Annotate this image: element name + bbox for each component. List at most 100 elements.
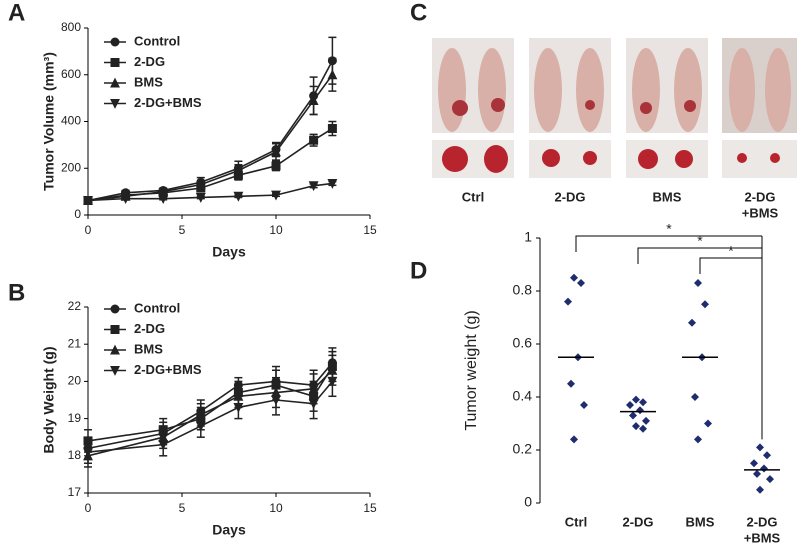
point — [233, 191, 244, 202]
point — [233, 402, 244, 413]
series-line — [87, 60, 334, 202]
point — [753, 469, 761, 478]
significance-label: * — [697, 233, 703, 249]
significance-bracket — [637, 247, 762, 264]
point — [564, 297, 572, 306]
legend-marker — [110, 77, 120, 88]
panel-label: D — [410, 257, 427, 284]
x-tick-label: 5 — [179, 223, 186, 237]
point — [233, 165, 244, 176]
legend-marker — [110, 37, 120, 47]
mouse — [632, 48, 660, 132]
point — [760, 464, 768, 473]
point — [158, 194, 169, 205]
point — [580, 400, 588, 409]
y-tick-label: 600 — [61, 67, 81, 81]
y-tick-label: 21 — [68, 336, 82, 350]
y-tick-label: 0.6 — [513, 335, 533, 351]
point — [756, 485, 764, 494]
legend-label: Control — [134, 33, 180, 48]
point — [83, 447, 93, 458]
legend-label: 2-DG+BMS — [134, 95, 202, 110]
panel-label: A — [8, 0, 25, 26]
y-tick-label: 17 — [68, 485, 82, 499]
y-axis-label: Body Weight (g) — [41, 346, 57, 453]
point — [309, 135, 319, 145]
point — [756, 443, 764, 452]
y-tick-label: 0.8 — [513, 282, 533, 298]
mouse — [765, 48, 791, 132]
x-axis-label: Days — [212, 522, 246, 538]
legend-label: Control — [134, 300, 180, 315]
point — [642, 416, 650, 425]
legend-marker — [110, 366, 120, 376]
x-tick-label: 10 — [269, 501, 283, 515]
y-tick-label: 0 — [74, 207, 81, 221]
x-axis-label: Days — [212, 244, 246, 260]
mouse — [438, 48, 466, 132]
significance-bracket — [699, 257, 762, 274]
point — [271, 190, 281, 201]
point — [704, 419, 712, 428]
point — [327, 376, 338, 387]
mouse — [534, 48, 562, 132]
point — [639, 398, 647, 407]
point — [327, 178, 338, 189]
legend-marker — [110, 304, 120, 314]
significance-label: * — [666, 221, 672, 237]
point — [308, 181, 319, 192]
y-tick-label: 1 — [524, 229, 532, 245]
y-axis-label: Tumor weight (g) — [463, 310, 480, 430]
point — [766, 475, 774, 484]
legend-label: 2-DG — [134, 54, 165, 69]
point — [327, 69, 338, 80]
panel-label: B — [8, 279, 25, 306]
photo-tumors — [529, 140, 611, 178]
x-tick-label: 0 — [85, 223, 92, 237]
point — [750, 459, 758, 468]
y-tick-label: 800 — [61, 20, 81, 34]
series-line — [87, 74, 334, 202]
point — [629, 411, 637, 420]
y-tick-label: 400 — [61, 114, 81, 128]
point — [308, 399, 319, 410]
point — [570, 273, 578, 282]
point — [763, 451, 771, 460]
point — [626, 400, 634, 409]
legend-label: 2-DG — [134, 321, 165, 336]
mouse — [576, 48, 604, 132]
significance-bracket — [575, 235, 762, 252]
legend-label: BMS — [134, 74, 163, 89]
x-tick-label: 0 — [85, 501, 92, 515]
x-tick-label: 5 — [179, 501, 186, 515]
group-label: BMS — [653, 189, 682, 204]
point — [308, 95, 319, 105]
point — [577, 279, 585, 288]
point — [636, 406, 644, 415]
x-tick-label: 15 — [363, 223, 377, 237]
y-tick-label: 200 — [61, 160, 81, 174]
mouse — [478, 48, 506, 132]
legend-marker — [110, 325, 120, 334]
point — [158, 440, 169, 451]
y-tick-label: 19 — [68, 411, 82, 425]
photo-tumors — [722, 140, 797, 178]
point — [158, 186, 169, 197]
point — [632, 422, 640, 431]
point — [271, 146, 281, 157]
x-tick-label: 2-DG — [746, 514, 777, 529]
y-tick-label: 18 — [68, 448, 82, 462]
group-label: Ctrl — [462, 189, 484, 204]
point — [694, 435, 702, 444]
group-label: +BMS — [742, 205, 779, 220]
point — [639, 424, 647, 433]
point — [83, 196, 93, 206]
point — [195, 421, 206, 432]
y-tick-label: 0.4 — [513, 388, 533, 404]
x-tick-label: 15 — [363, 501, 377, 515]
legend-marker — [110, 344, 120, 355]
photos — [432, 38, 797, 178]
mouse — [729, 48, 755, 132]
